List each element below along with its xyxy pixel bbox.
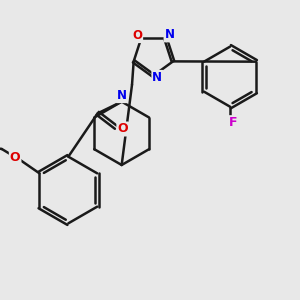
Text: N: N [117,89,127,102]
Text: O: O [10,151,20,164]
Text: O: O [132,29,142,42]
Text: O: O [117,122,128,136]
Text: N: N [152,71,162,84]
Text: F: F [228,116,237,129]
Text: N: N [164,28,175,41]
